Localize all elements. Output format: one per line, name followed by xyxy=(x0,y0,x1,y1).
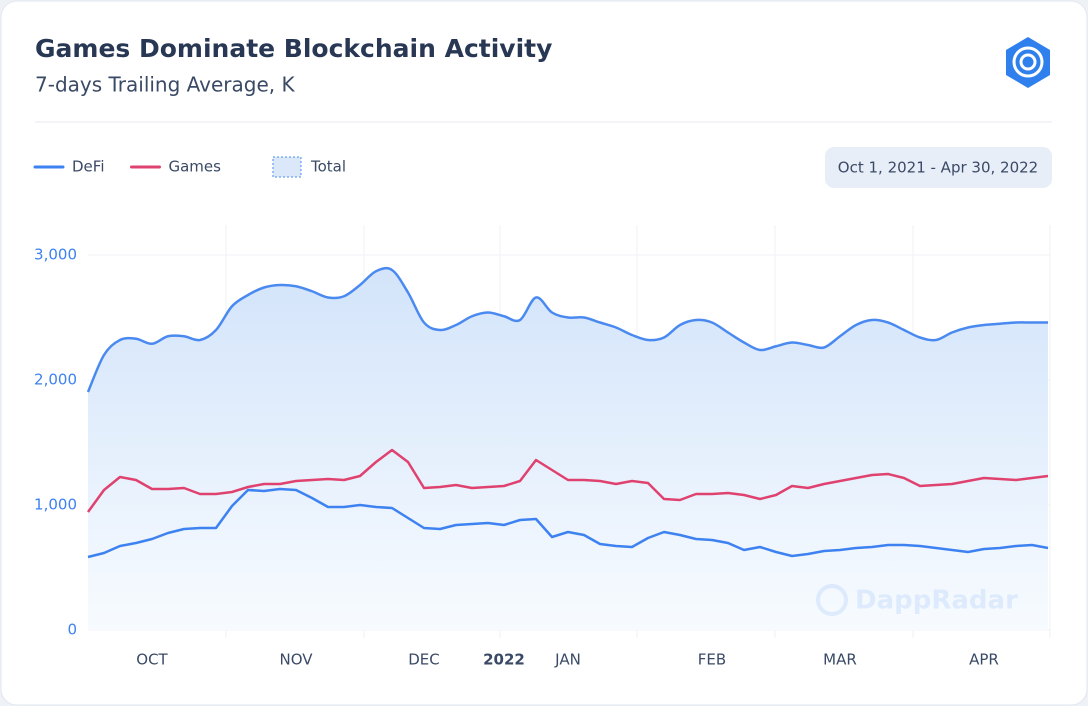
date-range-button[interactable] xyxy=(825,147,1052,188)
chart-subtitle: 7-days Trailing Average, K xyxy=(35,73,296,97)
legend-label: Games xyxy=(168,158,221,176)
legend-swatch xyxy=(272,156,302,178)
x-tick-label: JAN xyxy=(554,651,581,669)
legend-item[interactable]: Total xyxy=(272,156,346,178)
series-line xyxy=(87,487,1049,559)
legend-item[interactable]: DeFi xyxy=(33,158,104,176)
x-tick-label: NOV xyxy=(279,651,313,669)
x-tick-label: 2022 xyxy=(483,651,525,669)
chart-title: Games Dominate Blockchain Activity xyxy=(35,34,552,63)
y-tick-label: 0 xyxy=(67,621,77,639)
legend-label: DeFi xyxy=(72,158,104,176)
x-tick-label: DEC xyxy=(408,651,440,669)
date-range-label: Oct 1, 2021 - Apr 30, 2022 xyxy=(838,159,1038,177)
watermark: DappRadar xyxy=(816,584,1018,616)
x-tick-label: OCT xyxy=(136,651,168,669)
legend-label: Total xyxy=(310,158,346,176)
y-tick-label: 2,000 xyxy=(34,371,77,389)
series-line xyxy=(86,448,1049,513)
y-tick-label: 1,000 xyxy=(34,496,77,514)
x-tick-label: APR xyxy=(969,651,999,669)
total-line xyxy=(86,266,1048,393)
x-tick-label: MAR xyxy=(823,651,857,669)
x-tick-label: FEB xyxy=(698,651,726,669)
total-area xyxy=(88,268,1048,630)
legend-item[interactable]: Games xyxy=(129,158,221,176)
logo xyxy=(1006,37,1050,88)
y-tick-label: 3,000 xyxy=(34,246,77,264)
watermark-text: DappRadar xyxy=(855,586,1018,616)
